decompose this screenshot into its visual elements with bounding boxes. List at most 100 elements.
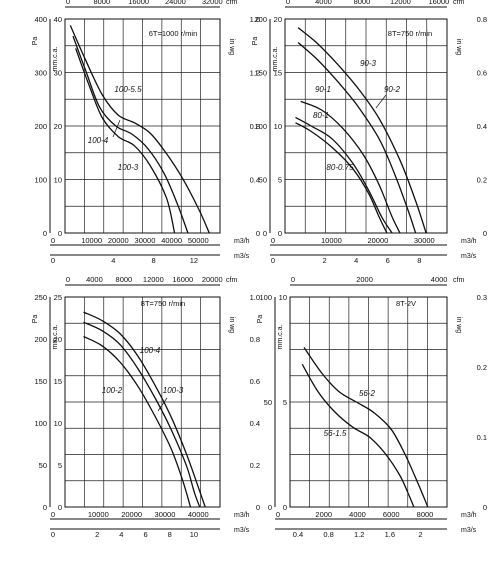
cfm-tick-label: 0	[66, 0, 70, 6]
curve-label-leader	[112, 119, 121, 138]
m3s-tick-label: 1.6	[385, 530, 395, 539]
mmca-unit-label: mm.c.a.	[52, 47, 59, 72]
m3s-tick-label: 8	[152, 256, 156, 265]
m3h-tick-label: 20000	[108, 236, 129, 245]
mmca-tick-label: 15	[54, 377, 62, 386]
mmca-tick-label: 20	[54, 335, 62, 344]
mmca-tick-label: 5	[58, 461, 62, 470]
fan-curve-80-1	[295, 116, 393, 234]
inwg-tick-label: 0.8	[250, 335, 260, 344]
m3h-tick-label: 10000	[88, 510, 109, 519]
m3s-tick-label: 4	[119, 530, 123, 539]
m3h-tick-label: 30000	[155, 510, 176, 519]
cfm-tick-label: 24000	[165, 0, 186, 6]
m3s-tick-label: 0.4	[293, 530, 303, 539]
chart-title: 8T-2V	[396, 299, 416, 308]
cfm-unit-label: cfm	[453, 0, 464, 6]
fan-curve-100-4	[72, 35, 189, 234]
plot-frame	[64, 18, 221, 234]
curve-label: 56-1.5	[324, 429, 347, 438]
mmca-tick-label: 10	[54, 176, 62, 185]
cfm-tick-label: 4000	[86, 275, 103, 284]
m3h-tick-label: 20000	[367, 236, 388, 245]
curve-label: 56-2	[359, 389, 376, 398]
pa-tick-label: 200	[254, 15, 267, 24]
mmca-tick-label: 20	[274, 15, 282, 24]
m3h-tick-label: 40000	[188, 510, 209, 519]
mmca-tick-label: 0	[278, 229, 282, 238]
pa-tick-label: 0	[268, 503, 272, 512]
m3s-unit-label: m3/s	[234, 527, 250, 534]
cfm-tick-label: 16000	[428, 0, 449, 6]
mmca-unit-label: mm.c.a.	[277, 325, 284, 350]
cfm-tick-label: 0	[66, 275, 70, 284]
m3h-tick-label: 0	[271, 236, 275, 245]
cfm-tick-label: 32000	[202, 0, 223, 6]
m3s-tick-label: 10	[190, 530, 198, 539]
chart-title: 8T=750 r/min	[141, 299, 185, 308]
curve-label: 100-4	[140, 346, 161, 355]
m3h-tick-label: 10000	[321, 236, 342, 245]
pa-tick-label: 150	[34, 377, 47, 386]
m3s-tick-label: 0	[51, 530, 55, 539]
fan-curve-100-2	[83, 335, 192, 508]
curve-label: 100-5.5	[114, 85, 142, 94]
inwg-tick-label: 0.6	[477, 69, 487, 78]
cfm-unit-label: cfm	[226, 277, 237, 284]
mmca-tick-label: 25	[54, 293, 62, 302]
m3s-tick-label: 12	[190, 256, 198, 265]
cfm-tick-label: 12000	[390, 0, 411, 6]
mmca-tick-label: 40	[54, 15, 62, 24]
m3h-tick-label: 0	[276, 510, 280, 519]
inwg-tick-label: 0.2	[477, 176, 487, 185]
fan-curve-100-5.5	[69, 25, 210, 234]
m3h-unit-label: m3/h	[461, 512, 477, 519]
m3h-tick-label: 50000	[188, 236, 209, 245]
mmca-tick-label: 10	[54, 419, 62, 428]
curve-label: 100-3	[163, 386, 184, 395]
inwg-tick-label: 1.0	[250, 293, 260, 302]
pa-unit-label: Pa	[32, 315, 39, 324]
mmca-tick-label: 10	[279, 293, 287, 302]
fan-curve-90-1	[300, 100, 401, 234]
cfm-tick-label: 20000	[202, 275, 223, 284]
cfm-tick-label: 8000	[116, 275, 133, 284]
inwg-unit-label: in wg	[455, 39, 462, 55]
cfm-tick-label: 4000	[315, 0, 332, 6]
cfm-unit-label: cfm	[453, 277, 464, 284]
inwg-tick-label: 1.6	[250, 15, 260, 24]
inwg-tick-label: 0.3	[477, 293, 487, 302]
inwg-tick-label: 0.8	[477, 15, 487, 24]
cfm-tick-label: 0	[291, 275, 295, 284]
m3h-tick-label: 30000	[135, 236, 156, 245]
pa-tick-label: 100	[259, 293, 272, 302]
curve-label: 100-2	[102, 386, 123, 395]
curve-label: 100-4	[88, 136, 109, 145]
m3s-tick-label: 8	[417, 256, 421, 265]
mmca-tick-label: 5	[283, 398, 287, 407]
inwg-tick-label: 0.8	[250, 122, 260, 131]
m3h-tick-label: 20000	[121, 510, 142, 519]
curve-label: 90-3	[360, 59, 377, 68]
chart-title: 8T=750 r/min	[388, 29, 432, 38]
m3h-tick-label: 2000	[315, 510, 332, 519]
mmca-tick-label: 5	[278, 176, 282, 185]
curve-label: 90-2	[384, 85, 401, 94]
fan-curve-90-3	[297, 27, 427, 234]
m3h-unit-label: m3/h	[234, 238, 250, 245]
pa-unit-label: Pa	[32, 37, 39, 46]
pa-tick-label: 100	[34, 419, 47, 428]
m3h-unit-label: m3/h	[461, 238, 477, 245]
pa-tick-label: 0	[263, 229, 267, 238]
m3s-tick-label: 6	[143, 530, 147, 539]
m3h-tick-label: 40000	[161, 236, 182, 245]
cfm-tick-label: 16000	[128, 0, 149, 6]
inwg-tick-label: 0.6	[250, 377, 260, 386]
pa-tick-label: 200	[34, 335, 47, 344]
pa-tick-label: 300	[34, 69, 47, 78]
inwg-unit-label: in wg	[228, 317, 235, 333]
pa-tick-label: 0	[43, 503, 47, 512]
mmca-unit-label: mm.c.a.	[52, 325, 59, 350]
